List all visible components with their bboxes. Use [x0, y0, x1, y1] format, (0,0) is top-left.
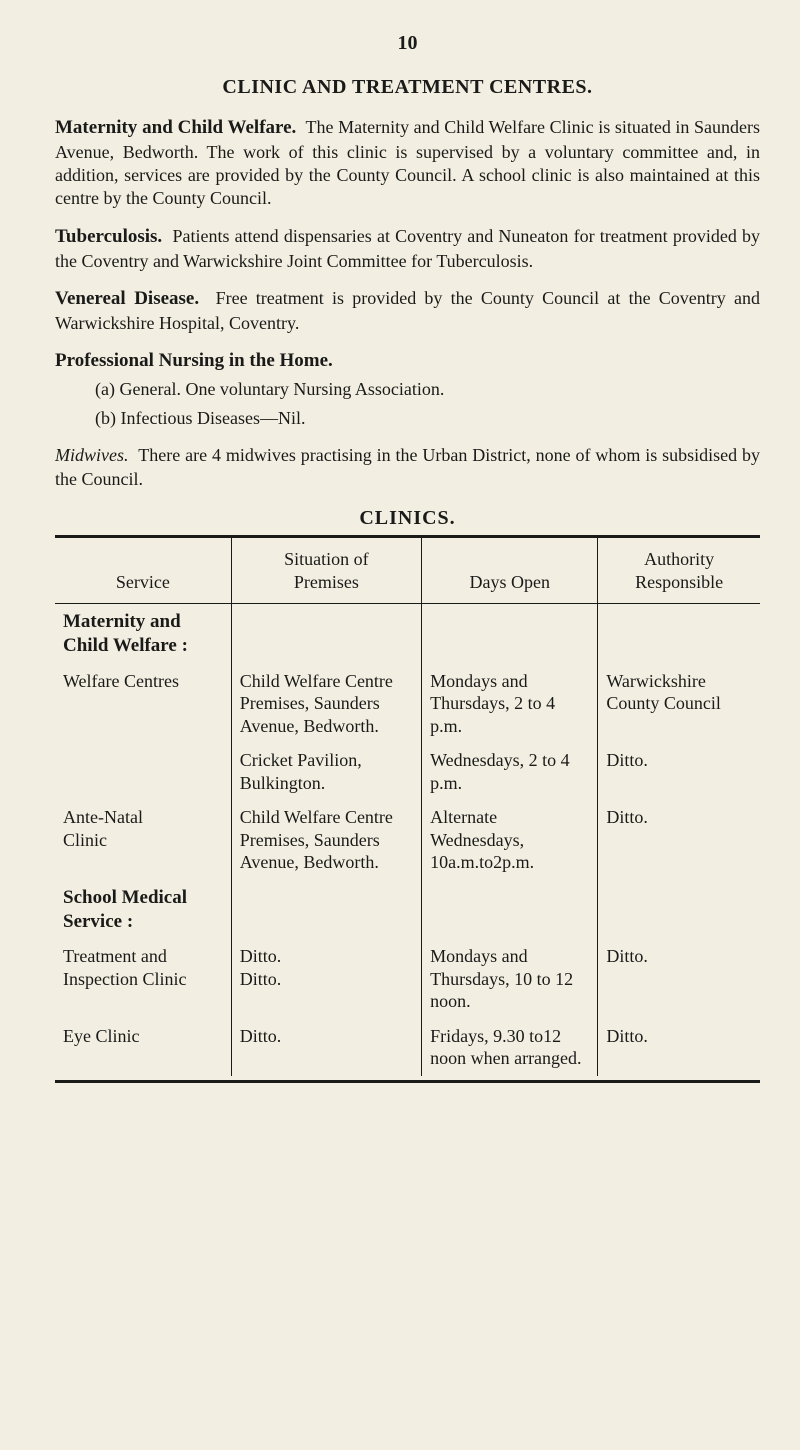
cell-authority: Warwickshire County Council — [598, 664, 760, 744]
cell-authority: Ditto. — [598, 800, 760, 880]
cell-days: Wednesdays, 2 to 4 p.m. — [422, 743, 598, 800]
table-row: Cricket Pavilion, Bulkington. Wednesdays… — [55, 743, 760, 800]
table-row: Welfare Centres Child Welfare Centre Pre… — [55, 664, 760, 744]
table-bottom-rule — [55, 1080, 760, 1083]
table-header-row: Service Situation of Premises Days Open … — [55, 538, 760, 604]
group2-heading-row: School Medical Service : — [55, 880, 760, 940]
group1-heading-row: Maternity and Child Welfare : — [55, 604, 760, 664]
maternity-heading: Maternity and Child Welfare. — [55, 117, 296, 138]
midwives-paragraph: Midwives. There are 4 midwives practisin… — [55, 444, 760, 491]
group1-heading: Maternity and Child Welfare : — [55, 604, 231, 664]
cell-service: Welfare Centres — [55, 664, 231, 744]
table-row: Eye Clinic Ditto. Fridays, 9.30 to12 noo… — [55, 1019, 760, 1076]
document-page: 10 CLINIC AND TREATMENT CENTRES. Materni… — [0, 0, 800, 1450]
cell-service: Treatment and Inspection Clinic — [55, 939, 231, 1019]
cell-authority: Ditto. — [598, 939, 760, 1019]
cell-days: Fridays, 9.30 to12 noon when arranged. — [422, 1019, 598, 1076]
page-number: 10 — [55, 30, 760, 56]
main-title: CLINIC AND TREATMENT CENTRES. — [55, 74, 760, 100]
cell-service: Eye Clinic — [55, 1019, 231, 1076]
group2-heading: School Medical Service : — [55, 880, 231, 940]
cell-authority: Ditto. — [598, 1019, 760, 1076]
th-days: Days Open — [422, 538, 598, 604]
cell-premises: Ditto. Ditto. — [231, 939, 421, 1019]
cell-service: Ante-Natal Clinic — [55, 800, 231, 880]
cell-premises: Cricket Pavilion, Bulkington. — [231, 743, 421, 800]
maternity-paragraph: Maternity and Child Welfare. The Materni… — [55, 116, 760, 211]
midwives-heading: Midwives. — [55, 445, 129, 465]
tuberculosis-heading: Tuberculosis. — [55, 226, 162, 247]
nursing-heading: Professional Nursing in the Home. — [55, 350, 333, 371]
cell-days: Mondays and Thursdays, 10 to 12 noon. — [422, 939, 598, 1019]
nursing-item-b: (b) Infectious Diseases—Nil. — [95, 407, 760, 430]
nursing-item-a: (a) General. One voluntary Nursing Assoc… — [95, 378, 760, 401]
tuberculosis-paragraph: Tuberculosis. Patients attend dispensari… — [55, 225, 760, 273]
table-row: Treatment and Inspection Clinic Ditto. D… — [55, 939, 760, 1019]
cell-authority: Ditto. — [598, 743, 760, 800]
th-authority: Authority Responsible — [598, 538, 760, 604]
nursing-heading-line: Professional Nursing in the Home. — [55, 349, 760, 374]
venereal-paragraph: Venereal Disease. Free treatment is prov… — [55, 287, 760, 335]
venereal-heading: Venereal Disease. — [55, 288, 199, 309]
table-row: Ante-Natal Clinic Child Welfare Centre P… — [55, 800, 760, 880]
clinics-table: Service Situation of Premises Days Open … — [55, 538, 760, 1076]
cell-premises: Child Welfare Centre Premises, Saunders … — [231, 800, 421, 880]
cell-premises: Ditto. — [231, 1019, 421, 1076]
cell-days: Alternate Wednesdays, 10a.m.to2p.m. — [422, 800, 598, 880]
clinics-title: CLINICS. — [55, 505, 760, 531]
midwives-body: There are 4 midwives practising in the U… — [55, 445, 760, 488]
th-service: Service — [55, 538, 231, 604]
th-premises: Situation of Premises — [231, 538, 421, 604]
cell-premises: Child Welfare Centre Premises, Saunders … — [231, 664, 421, 744]
cell-days: Mondays and Thursdays, 2 to 4 p.m. — [422, 664, 598, 744]
